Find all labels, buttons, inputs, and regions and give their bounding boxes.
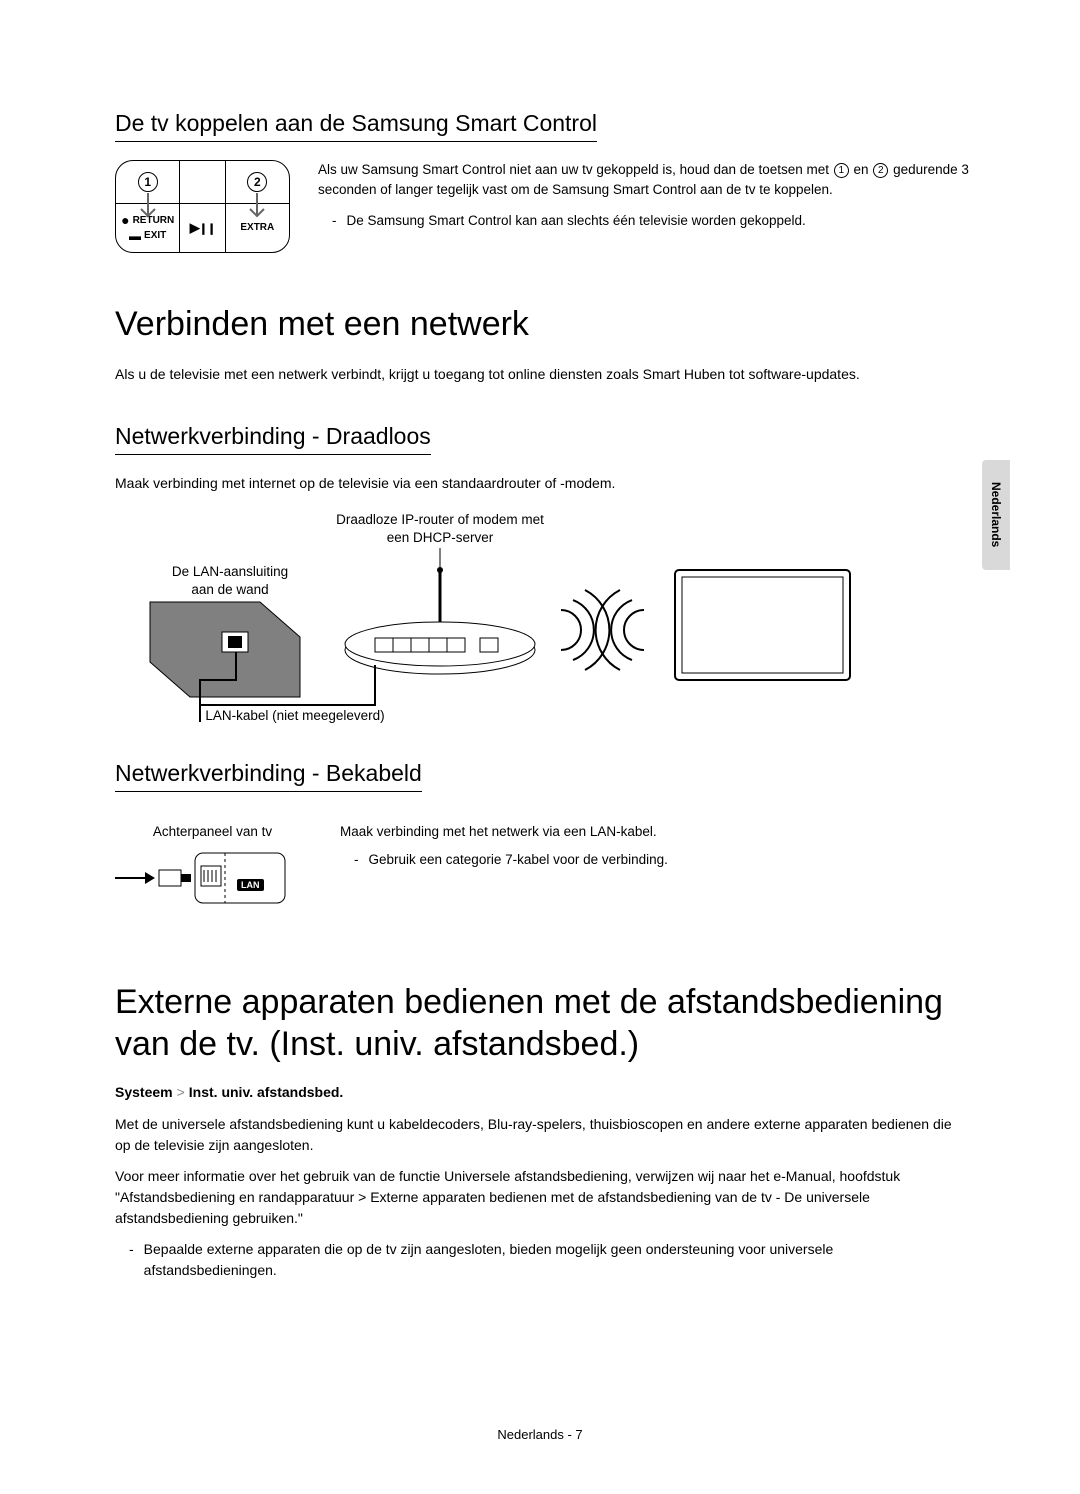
circled-2-inline-icon: 2 bbox=[873, 163, 888, 178]
arrow-down-icon bbox=[246, 193, 268, 223]
heading-wired: Netwerkverbinding - Bekabeld bbox=[115, 760, 422, 792]
wall-label-1: De LAN-aansluiting bbox=[172, 564, 288, 579]
playpause-button: ▶❙❙ bbox=[179, 204, 224, 252]
wireless-diagram: Draadloze IP-router of modem met een DHC… bbox=[115, 510, 970, 730]
section-smartcontrol: De tv koppelen aan de Samsung Smart Cont… bbox=[115, 110, 970, 253]
page-footer: Nederlands - 7 bbox=[0, 1427, 1080, 1442]
arrow-down-icon bbox=[137, 193, 159, 223]
wireless-intro: Maak verbinding met internet op de telev… bbox=[115, 473, 970, 494]
heading-network: Verbinden met een netwerk bbox=[115, 303, 970, 346]
wired-note: Gebruik een categorie 7-kabel voor de ve… bbox=[340, 850, 668, 870]
router-label-1: Draadloze IP-router of modem met bbox=[336, 512, 544, 527]
lan-tag: LAN bbox=[237, 879, 264, 891]
universal-p1: Met de universele afstandsbediening kunt… bbox=[115, 1114, 970, 1156]
universal-note: Bepaalde externe apparaten die op de tv … bbox=[115, 1239, 970, 1281]
section-network: Verbinden met een netwerk Als u de telev… bbox=[115, 303, 970, 931]
smartcontrol-para: Als uw Samsung Smart Control niet aan uw… bbox=[318, 160, 970, 201]
playpause-icon: ▶❙❙ bbox=[190, 220, 215, 236]
exit-label: EXIT bbox=[144, 230, 166, 242]
wired-text: Maak verbinding met het netwerk via een … bbox=[340, 822, 668, 842]
backpanel-label: Achterpaneel van tv bbox=[115, 822, 310, 842]
heading-smartcontrol: De tv koppelen aan de Samsung Smart Cont… bbox=[115, 110, 597, 142]
smartcontrol-text: Als uw Samsung Smart Control niet aan uw… bbox=[318, 160, 970, 253]
wired-diagram: Achterpaneel van tv bbox=[115, 822, 310, 931]
circled-1-icon: 1 bbox=[138, 172, 158, 192]
section-universal-remote: Externe apparaten bedienen met de afstan… bbox=[115, 981, 970, 1281]
wall-label-2: aan de wand bbox=[191, 582, 268, 597]
heading-universal: Externe apparaten bedienen met de afstan… bbox=[115, 981, 970, 1066]
network-intro: Als u de televisie met een netwerk verbi… bbox=[115, 364, 970, 385]
router-label-2: een DHCP-server bbox=[387, 530, 494, 545]
smartcontrol-note: De Samsung Smart Control kan aan slechts… bbox=[318, 211, 970, 231]
heading-wireless: Netwerkverbinding - Draadloos bbox=[115, 423, 431, 455]
universal-p2: Voor meer informatie over het gebruik va… bbox=[115, 1166, 970, 1229]
breadcrumb: Systeem>Inst. univ. afstandsbed. bbox=[115, 1084, 970, 1100]
circled-1-inline-icon: 1 bbox=[834, 163, 849, 178]
remote-diagram: 1 2 bbox=[115, 160, 290, 253]
circled-2-icon: 2 bbox=[247, 172, 267, 192]
language-tab: Nederlands bbox=[982, 460, 1010, 570]
cable-label: LAN-kabel (niet meegeleverd) bbox=[205, 708, 384, 723]
